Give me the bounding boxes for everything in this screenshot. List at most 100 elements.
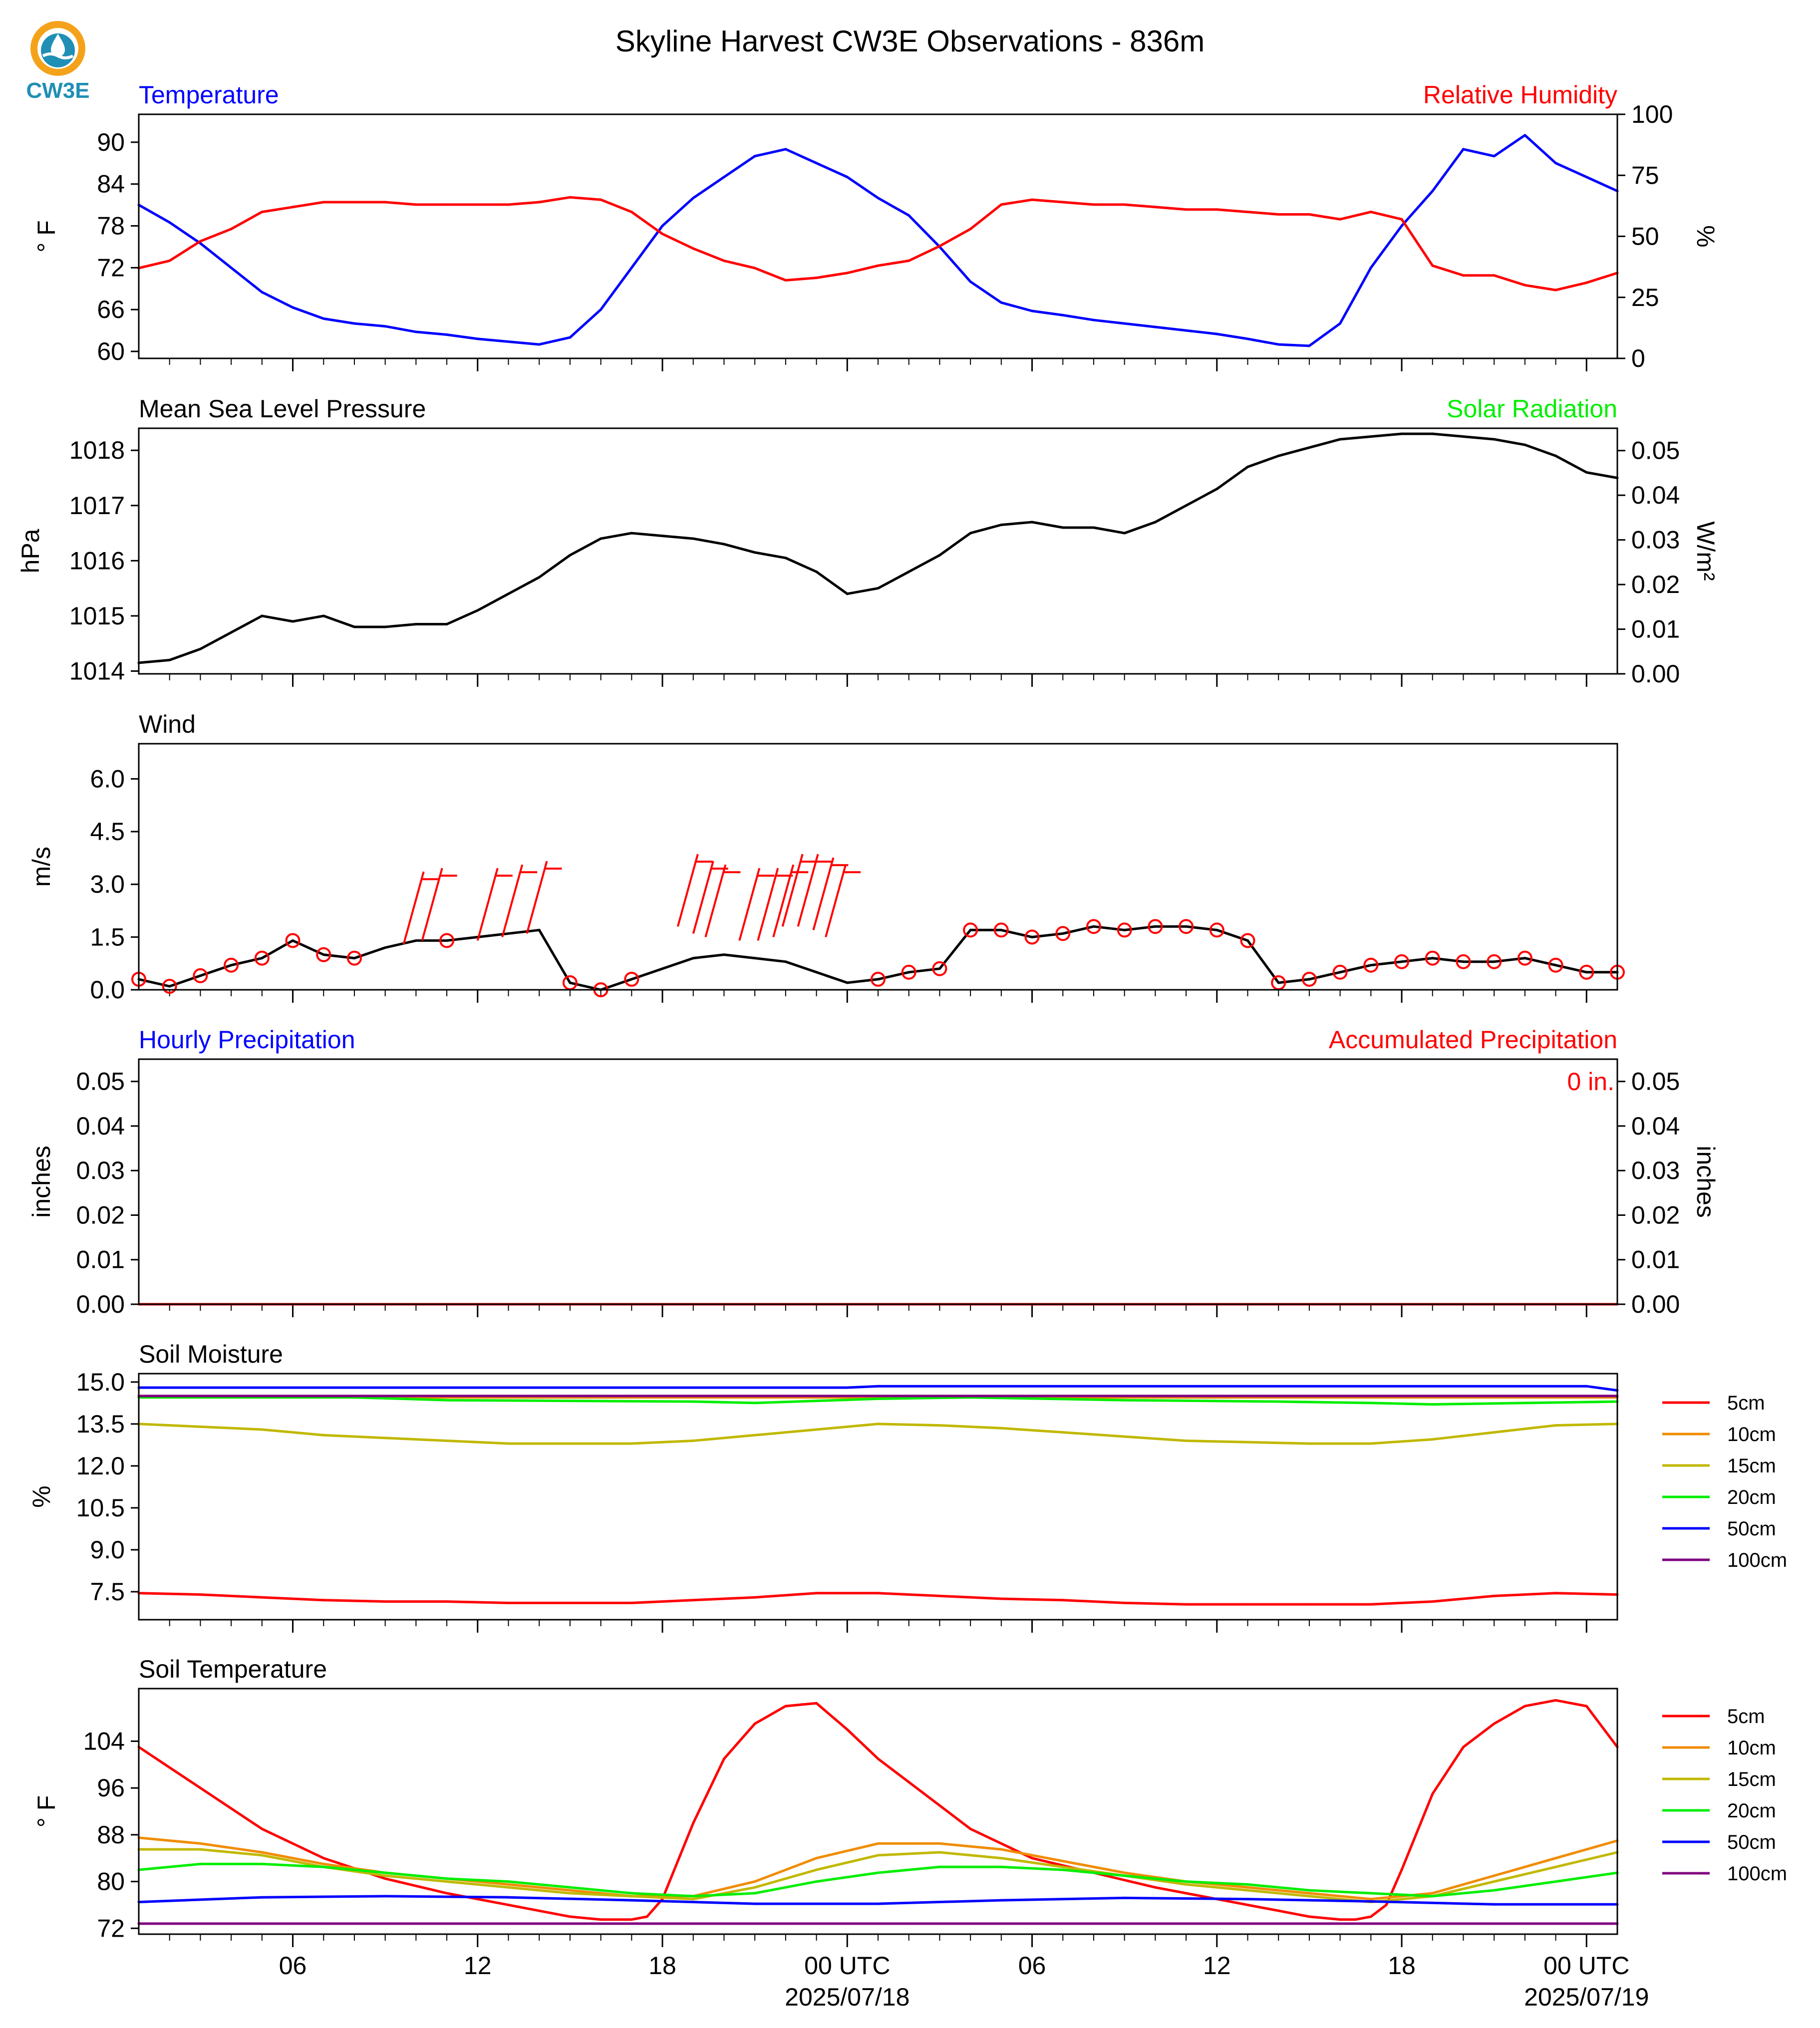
data-point <box>322 614 325 617</box>
data-point <box>1123 1871 1126 1874</box>
data-point <box>877 1854 880 1857</box>
data-point <box>600 1918 603 1921</box>
data-point <box>815 277 818 280</box>
data-point <box>969 532 972 535</box>
wind-barb <box>704 864 741 937</box>
data-point <box>445 1399 448 1402</box>
data-point <box>261 1851 264 1854</box>
data-point <box>353 957 356 960</box>
data-point <box>1277 454 1280 457</box>
data-point <box>384 1877 387 1880</box>
wind-calm-marker <box>193 968 208 983</box>
data-point <box>507 203 510 206</box>
y-tick-label: 0.04 <box>76 1112 125 1140</box>
data-point <box>1554 454 1557 457</box>
y-right-tick-label: 75 <box>1631 161 1659 189</box>
data-point <box>846 1386 849 1389</box>
data-point <box>877 1385 880 1388</box>
y-tick-label: 12.0 <box>76 1452 125 1480</box>
data-point <box>1493 1903 1496 1906</box>
panel-left-title: Mean Sea Level Pressure <box>139 395 426 423</box>
data-point <box>661 233 664 236</box>
data-point <box>692 1400 695 1403</box>
data-point <box>1308 344 1311 347</box>
wind-barb <box>501 864 538 937</box>
data-point <box>1369 1442 1372 1445</box>
data-point <box>1431 957 1434 960</box>
data-point <box>384 1437 387 1440</box>
wind-barb <box>402 871 439 944</box>
data-point <box>261 957 264 960</box>
data-point <box>1246 465 1249 468</box>
wind-calm-marker <box>1425 950 1440 966</box>
data-point <box>168 221 171 224</box>
panel-soil_temperature: 72 80 88 96 104 Soil Temperature ° F 5cm 10cm 15c… <box>32 1655 1787 1947</box>
panel-left-title: Temperature <box>139 81 279 109</box>
y-tick-label: 0.05 <box>76 1068 125 1096</box>
date-label: 2025/07/18 <box>785 1983 910 2011</box>
data-point <box>1585 176 1588 179</box>
data-point <box>1061 1599 1064 1602</box>
y-tick-label: 1016 <box>69 547 125 575</box>
data-point <box>322 201 325 204</box>
data-point <box>1462 960 1465 963</box>
data-point <box>445 1440 448 1442</box>
plot-frame <box>138 743 1618 991</box>
data-point <box>1493 960 1496 963</box>
wind-calm-marker <box>1179 919 1194 934</box>
data-point <box>877 587 880 590</box>
y-tick-label: 78 <box>97 212 125 240</box>
wind-calm-marker <box>224 957 239 973</box>
data-point <box>692 1821 695 1824</box>
logo-wave-icon <box>42 52 74 59</box>
panel-right-title: Relative Humidity <box>1423 81 1617 109</box>
plot-frame <box>138 1373 1618 1621</box>
data-point <box>1031 521 1033 524</box>
wind-calm-marker <box>162 979 177 994</box>
time-tick-label: 12 <box>464 1952 492 1980</box>
data-point <box>1277 1909 1280 1912</box>
data-point <box>908 1780 910 1783</box>
data-point <box>600 198 603 201</box>
data-point <box>846 981 849 984</box>
data-point <box>600 308 603 311</box>
data-point <box>322 1434 325 1437</box>
data-point <box>1215 208 1218 211</box>
data-point <box>1431 432 1434 435</box>
data-point <box>1431 1403 1434 1406</box>
data-point <box>815 1868 818 1871</box>
data-point <box>692 1440 695 1442</box>
data-point <box>1031 198 1033 201</box>
data-point <box>1061 1865 1064 1868</box>
data-point <box>630 1899 633 1902</box>
data-point <box>1369 266 1372 269</box>
date-label: 2025/07/19 <box>1524 1983 1649 2011</box>
data-point <box>938 1851 941 1854</box>
data-point <box>969 928 972 931</box>
time-axis: 06 12 18 00 UTC 06 12 18 00 UTC 2025/07/18 2025/0… <box>279 1952 1649 2011</box>
wind-calm-marker <box>1024 929 1040 945</box>
data-point <box>877 1592 880 1595</box>
data-point <box>600 537 603 540</box>
data-point <box>1339 1918 1342 1921</box>
data-point <box>507 1880 510 1883</box>
data-point <box>1493 1874 1496 1877</box>
data-point <box>753 155 756 158</box>
panel-left-title: Hourly Precipitation <box>139 1026 355 1054</box>
data-point <box>753 1902 756 1905</box>
data-point <box>1523 443 1526 446</box>
y-tick-label: 72 <box>97 1914 125 1942</box>
y-axis-label: ° F <box>32 220 60 252</box>
wind-calm-marker <box>1240 933 1255 948</box>
data-point <box>322 1865 325 1868</box>
data-point <box>753 1880 756 1883</box>
data-point <box>1554 1699 1557 1702</box>
data-point <box>1400 218 1403 221</box>
data-point <box>692 197 695 200</box>
data-point <box>1000 524 1003 526</box>
data-point <box>753 551 756 554</box>
data-point <box>1585 1705 1588 1708</box>
data-point <box>1154 325 1157 328</box>
series-line-20cm <box>139 1396 1618 1406</box>
data-point <box>1246 939 1249 942</box>
